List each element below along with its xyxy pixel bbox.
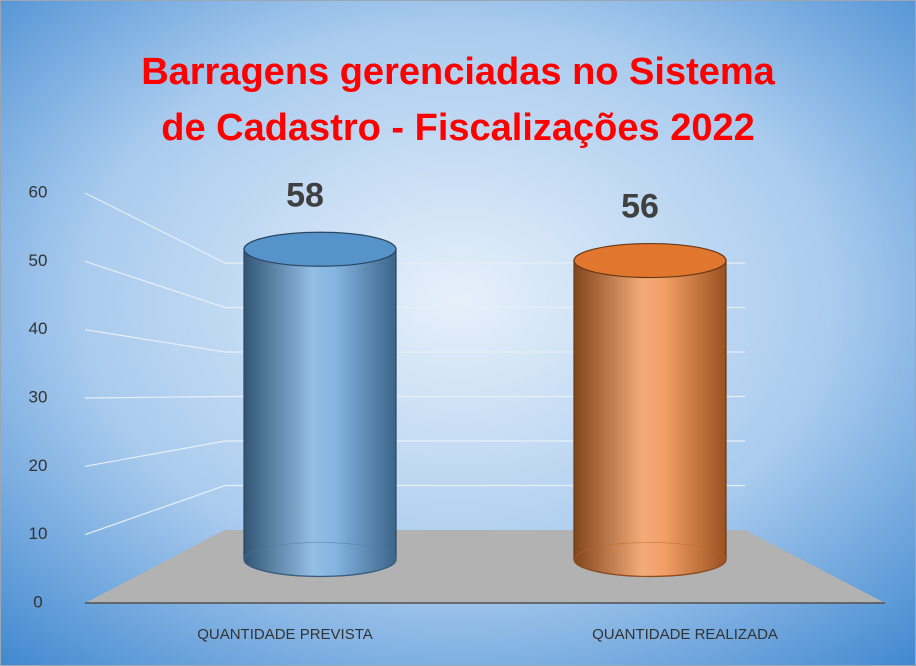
x-tick-label: QUANTIDADE PREVISTA [197,626,373,643]
bar-top [573,242,727,279]
grid-line [84,395,745,399]
y-tick-label: 30 [29,387,48,406]
chart-title: Barragens gerenciadas no Sistema de Cada… [141,51,775,149]
data-label: 58 [286,176,324,214]
bar-bottom-rim [573,542,727,577]
y-tick-label: 50 [29,251,48,270]
y-tick-label: 40 [29,319,48,338]
grid-line [84,484,745,536]
bar-bottom-rim [243,542,397,577]
grid-line [84,329,745,353]
bar-top [243,231,397,267]
y-tick-label: 60 [29,182,48,201]
y-tick-label: 20 [29,456,48,475]
grid-line [84,260,745,309]
title-box: Barragens gerenciadas no Sistema de Cada… [0,44,916,156]
grid-line [84,440,745,467]
floor [85,530,885,603]
y-tick-label: 0 [33,592,42,611]
data-label: 56 [621,188,659,226]
bar [243,248,397,578]
x-tick-label: QUANTIDADE REALIZADA [592,626,778,643]
bar [573,259,727,578]
y-tick-label: 10 [29,524,48,543]
grid-line [84,192,745,264]
